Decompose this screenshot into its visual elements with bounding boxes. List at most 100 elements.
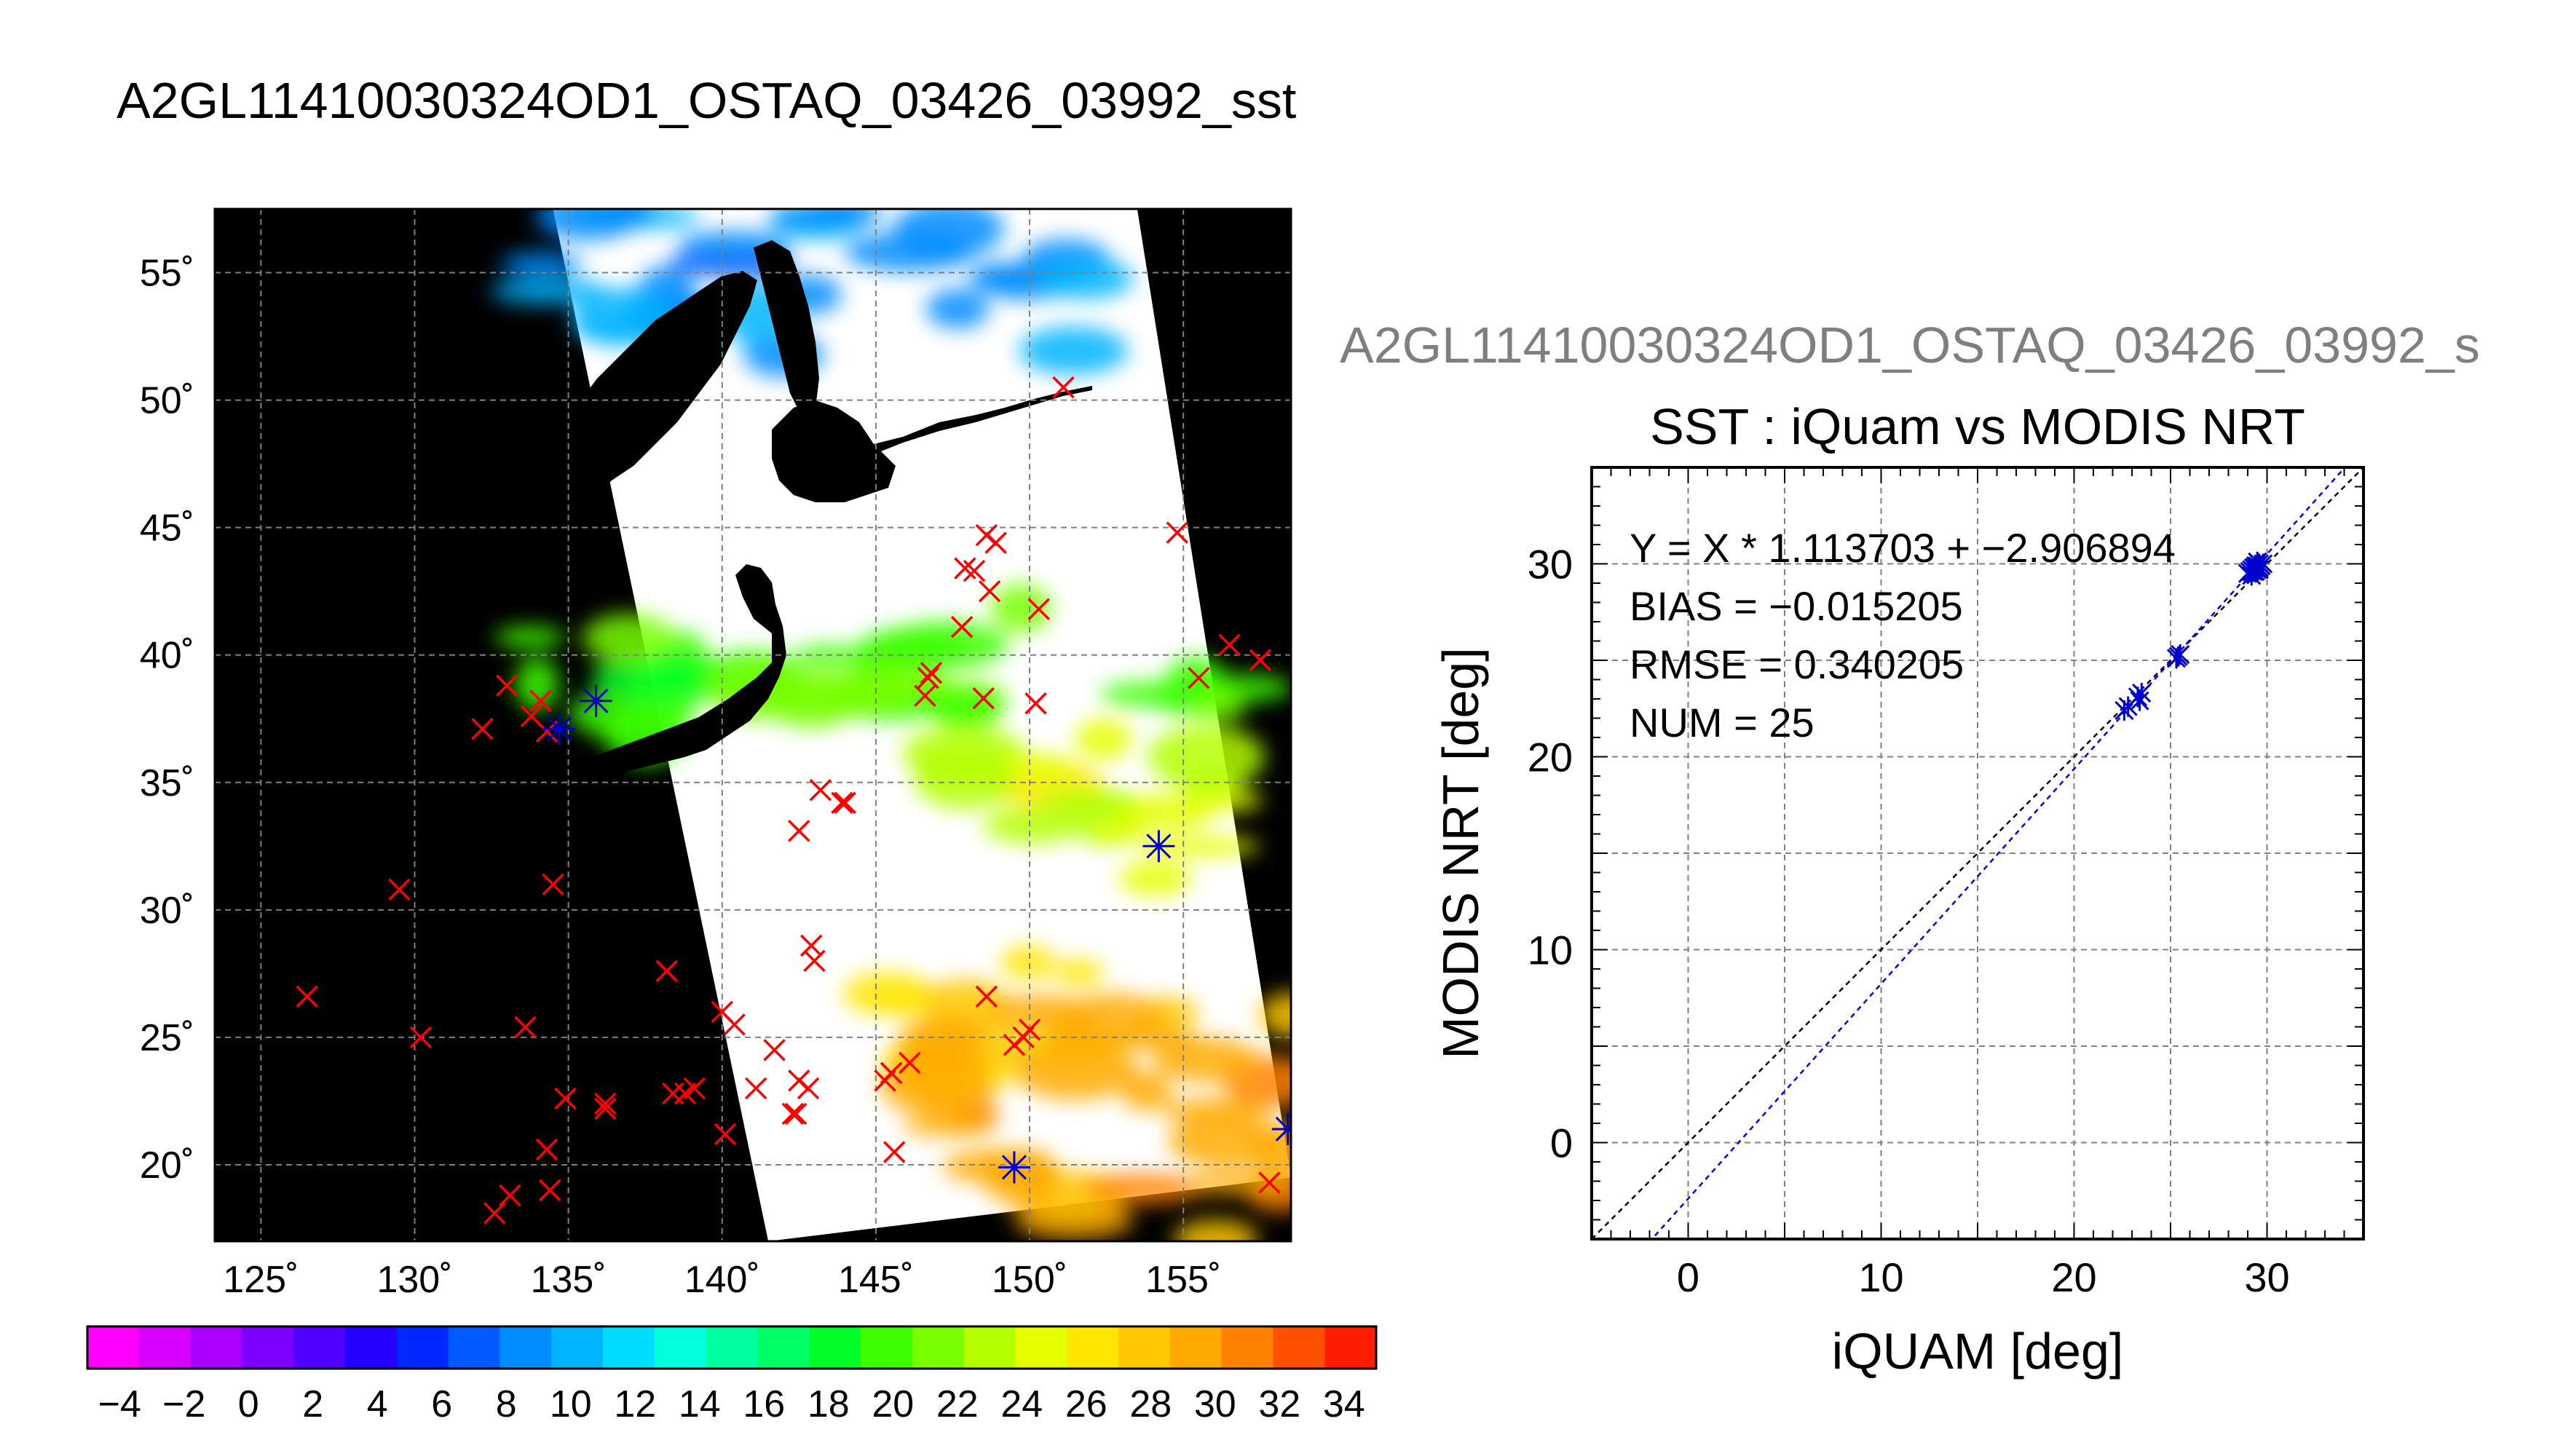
map-x-tick-label: 140˚ [684, 1259, 760, 1301]
land-hokkaido [772, 400, 896, 502]
map-y-tick-label: 45˚ [140, 507, 194, 550]
map-x-tick-label: 145˚ [838, 1259, 914, 1301]
map-y-tick-label: 55˚ [140, 253, 194, 295]
insitu-marker [514, 1016, 537, 1039]
colorbar-cell [499, 1326, 552, 1369]
scatter-y-axis: 0 10 20 30 [1528, 542, 1573, 1166]
map-x-tick-label: 130˚ [376, 1259, 452, 1301]
matchup-marker [580, 684, 612, 717]
colorbar-tick-label: 34 [1323, 1383, 1365, 1425]
scatter-y-label: MODIS NRT [deg] [1432, 647, 1489, 1059]
colorbar-tick-label: −4 [98, 1383, 141, 1425]
insitu-marker [594, 1092, 617, 1115]
insitu-marker [831, 791, 853, 815]
sst-okhotsk-patch [968, 262, 1035, 293]
insitu-marker [296, 985, 318, 1008]
sst-tropics-patch [901, 1115, 994, 1136]
insitu-markers [296, 376, 1281, 1224]
sst-east-of-japan-patch [1136, 835, 1260, 858]
insitu-marker [554, 1087, 577, 1110]
colorbar-tick-label: 18 [807, 1383, 850, 1425]
insitu-marker [972, 687, 995, 710]
colorbar-tick-label: −2 [162, 1383, 205, 1425]
land-kyushu [553, 757, 626, 801]
insitu-marker [471, 718, 494, 740]
insitu-marker [1024, 692, 1047, 715]
scatter-x-tick-label: 30 [2244, 1254, 2289, 1300]
sst-japan-sea-patch [515, 657, 560, 711]
insitu-marker [529, 689, 552, 712]
colorbar-labels: −4 −2 0 2 4 6 8 10 12 14 16 18 20 22 24 26 28 30 32 34 [98, 1383, 1365, 1425]
scatter-x-label: iQUAM [deg] [1832, 1323, 2124, 1380]
map-y-tick-label: 25˚ [140, 1017, 194, 1059]
insitu-marker [683, 1077, 706, 1100]
scatter-y-tick-label: 20 [1528, 735, 1573, 780]
insitu-marker [975, 985, 998, 1008]
scatter-header: A2GL11410030324OD1_OSTAQ_03426_03992_s [1340, 317, 2480, 373]
insitu-marker [899, 1051, 921, 1075]
sst-tropics-patch [1153, 1037, 1259, 1083]
colorbar-cell [654, 1326, 707, 1369]
main-title: A2GL11410030324OD1_OSTAQ_03426_03992_sst [117, 72, 1296, 129]
sst-north-pacific-band-patch [781, 680, 910, 713]
colorbar-cell [861, 1326, 913, 1369]
colorbar-cell [1169, 1326, 1223, 1369]
colorbar-cell [1221, 1326, 1274, 1369]
insitu-marker [1018, 1018, 1041, 1041]
land-kurils [874, 386, 1092, 451]
insitu-marker [539, 1179, 561, 1202]
regression-fit-line [1651, 467, 2347, 1239]
colorbar-tick-label: 6 [431, 1383, 452, 1425]
land-masses [435, 240, 1092, 801]
land-sakhalin [754, 240, 819, 415]
colorbar-cell [1015, 1326, 1067, 1369]
colorbar-cell [551, 1326, 604, 1369]
map-x-tick-label: 125˚ [223, 1259, 299, 1301]
colorbar-tick-label: 24 [1000, 1383, 1043, 1425]
insitu-marker [535, 1138, 558, 1161]
insitu-marker [714, 1123, 737, 1146]
sst-north-pacific-band-patch [884, 621, 1008, 669]
colorbar-cell [706, 1326, 759, 1369]
colorbar-cell [963, 1326, 1016, 1369]
sst-tropics-patch [1168, 1114, 1283, 1168]
colorbar-tick-label: 10 [550, 1383, 592, 1425]
insitu-marker [803, 949, 826, 973]
insitu-marker [834, 791, 856, 815]
map-y-tick-label: 40˚ [140, 635, 194, 677]
colorbar-tick-label: 2 [302, 1383, 323, 1425]
sst-japan-sea-patch [591, 653, 714, 703]
sst-okhotsk-patch [893, 209, 1005, 258]
sst-tropics-patch [1012, 1038, 1137, 1101]
matchup-marker [1271, 1112, 1291, 1145]
colorbar: −4 −2 0 2 4 6 8 10 12 14 16 18 20 22 24 26 28 30 32 34 [86, 1325, 1378, 1425]
sst-subtropics-patch [1053, 959, 1105, 986]
colorbar-cell [809, 1326, 861, 1369]
scatter-frame [1590, 466, 2365, 1241]
scatter-point [2166, 648, 2187, 669]
insitu-marker [744, 1077, 767, 1100]
colorbar-tick-label: 14 [679, 1383, 721, 1425]
scatter-title: SST : iQuam vs MODIS NRT [1650, 398, 2305, 455]
matchup-marker [998, 1151, 1030, 1184]
sst-okhotsk-patch [500, 251, 583, 277]
scatter-stats: Y = X * 1.113703 + −2.906894 BIAS = −0.0… [1630, 525, 2176, 745]
insitu-marker [914, 684, 936, 707]
colorbar-cell [1067, 1326, 1119, 1369]
colorbar-tick-label: 26 [1065, 1383, 1107, 1425]
colorbar-cell [1324, 1326, 1377, 1369]
map-y-tick-label: 50˚ [140, 380, 194, 422]
map-y-tick-label: 35˚ [140, 762, 194, 804]
insitu-marker [1249, 649, 1272, 671]
insitu-marker [409, 1026, 433, 1049]
sst-east-of-japan-patch [1038, 789, 1137, 815]
insitu-marker [1052, 376, 1075, 399]
insitu-marker [917, 666, 939, 689]
map-x-tick-label: 150˚ [992, 1259, 1067, 1301]
sst-tropics-patch [1185, 1172, 1281, 1195]
scatter-y-tick-label: 10 [1528, 927, 1573, 973]
scatter-points [2114, 551, 2273, 721]
matchup-marker [542, 713, 575, 745]
colorbar-tick-label: 16 [743, 1383, 785, 1425]
sst-east-of-japan-patch [913, 747, 1016, 810]
